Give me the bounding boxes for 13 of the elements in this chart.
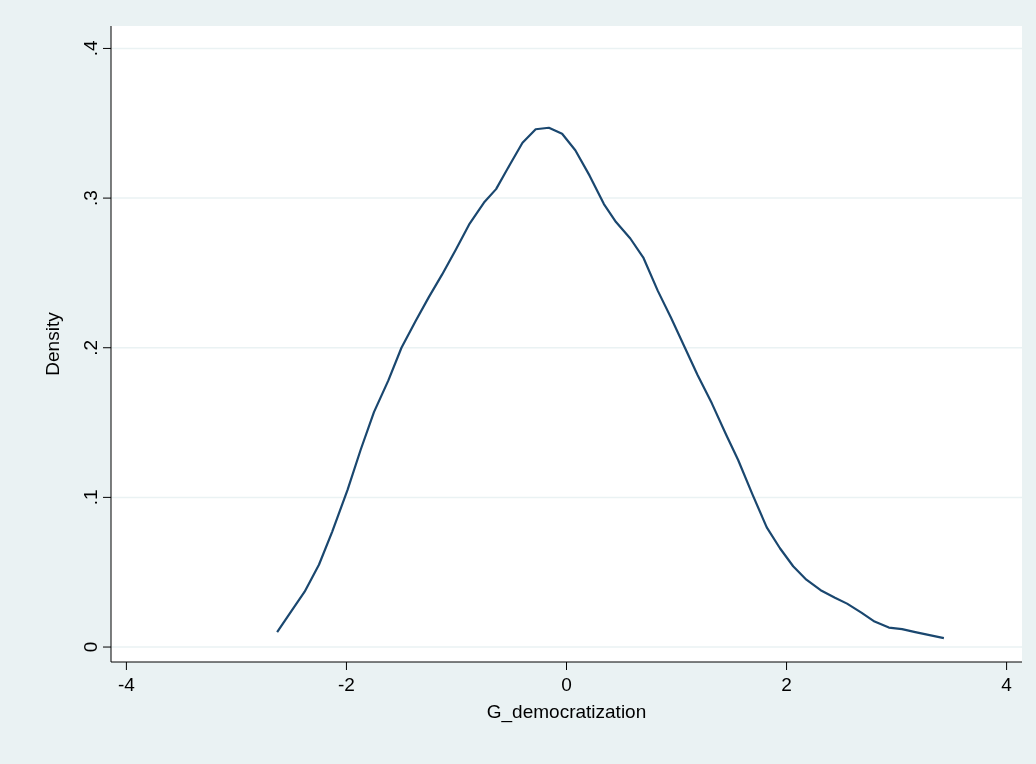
y-axis-title: Density — [42, 311, 63, 376]
x-tick-label: -2 — [338, 674, 355, 695]
y-tick-label: .4 — [80, 40, 101, 57]
y-tick-label: .1 — [80, 489, 101, 506]
x-tick-label: 0 — [561, 674, 572, 695]
x-tick-label: -4 — [117, 674, 136, 695]
y-tick-label: 0 — [80, 641, 101, 653]
x-tick-label: 2 — [781, 674, 792, 695]
x-tick-label: 4 — [1001, 674, 1013, 695]
x-axis-title: G_democratization — [486, 701, 647, 723]
y-tick-label: .3 — [80, 190, 101, 207]
y-tick-label: .2 — [80, 339, 101, 356]
line-series — [276, 126, 945, 640]
